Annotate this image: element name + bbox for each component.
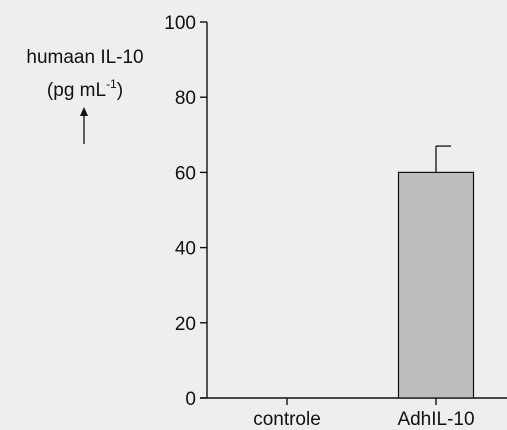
y-tick-label: 80	[175, 88, 196, 109]
x-tick-label: AdhIL-10	[397, 409, 474, 430]
y-axis-unit-suffix: )	[116, 80, 124, 101]
y-tick-label: 100	[164, 13, 196, 34]
y-tick-label: 20	[175, 314, 196, 335]
up-arrow-icon	[80, 107, 88, 144]
y-tick-label: 60	[175, 163, 196, 184]
y-axis-unit-exponent: -1	[106, 77, 117, 91]
y-tick-label: 0	[185, 389, 196, 410]
y-axis-unit-prefix: (pg mL	[46, 80, 107, 101]
y-axis-label: humaan IL-10	[0, 46, 170, 70]
x-tick-label: controle	[253, 409, 321, 430]
y-tick-label: 40	[175, 239, 196, 260]
y-axis-label-text: humaan IL-10	[26, 47, 144, 68]
bar-AdhIL-10	[397, 171, 475, 399]
y-axis-unit: (pg mL-1)	[0, 72, 170, 103]
